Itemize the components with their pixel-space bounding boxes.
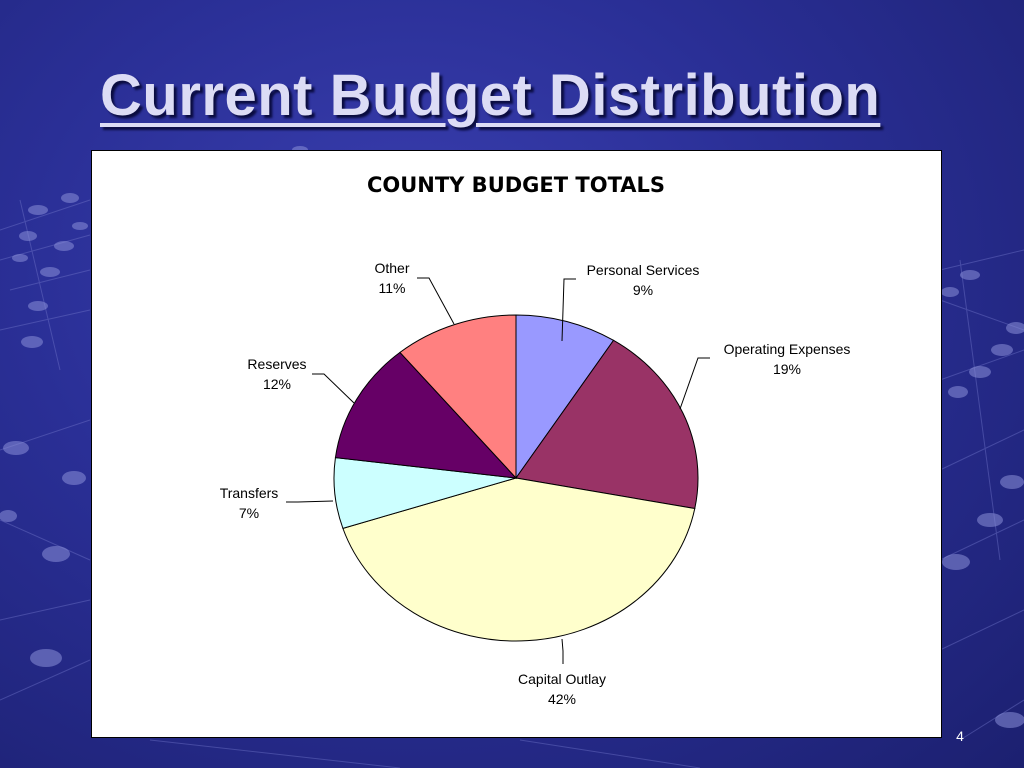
slice-label: Other [374,260,409,276]
page-number: 4 [956,728,964,744]
leader-line [417,277,455,325]
pie-slice-other [399,314,517,480]
slice-label: Operating Expenses [724,341,851,357]
slice-label: Transfers [220,485,279,501]
slice-value-label: 11% [379,280,406,296]
pie-slice-reserves [334,351,518,479]
leader-line [561,278,576,342]
leader-line [312,373,355,404]
chart-title: COUNTY BUDGET TOTALS [367,173,665,197]
pie-slice-personal-services [515,314,615,480]
slide-title: Current Budget Distribution [100,63,881,128]
leader-line [679,357,710,410]
slice-value-label: 9% [633,282,653,298]
pie-chart: COUNTY BUDGET TOTALS Personal Services 9%… [220,173,851,707]
pie-slice-operating-expenses [515,339,699,510]
slice-label: Reserves [247,356,306,372]
leader-line [286,500,334,503]
slice-value-label: 19% [773,361,801,377]
slice-value-label: 7% [239,505,259,521]
chart-panel: COUNTY BUDGET TOTALS Personal Services 9%… [91,150,942,738]
slice-value-label: 12% [263,376,291,392]
slice-value-label: 42% [548,691,576,707]
slice-label: Capital Outlay [518,671,606,687]
slice-label: Personal Services [587,262,700,278]
leader-line [561,638,564,664]
pie-slice-capital-outlay [342,477,696,642]
